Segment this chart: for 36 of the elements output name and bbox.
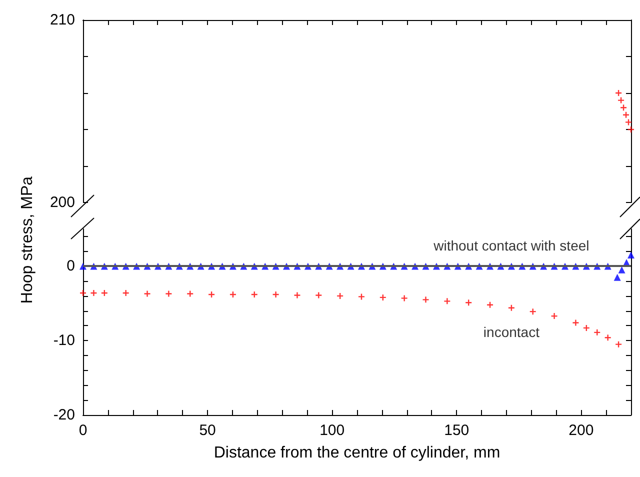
x-tick-label: 50 <box>199 422 216 439</box>
x-tick-label: 100 <box>320 422 345 439</box>
series-label: without contact with steel <box>432 238 590 254</box>
y-tick-label: 210 <box>50 12 75 28</box>
point <box>122 290 129 296</box>
y-tick-label: -20 <box>53 406 75 424</box>
series-label: incontact <box>483 324 540 340</box>
point <box>401 295 408 302</box>
x-axis-title: Distance from the centre of cylinder, mm <box>214 444 500 462</box>
point <box>187 290 194 297</box>
point <box>618 97 624 104</box>
point <box>144 290 150 297</box>
point <box>316 292 322 298</box>
point <box>444 298 450 304</box>
x-tick-label: 150 <box>444 422 470 439</box>
point <box>618 266 626 274</box>
point <box>604 334 611 341</box>
point <box>272 291 279 298</box>
point <box>614 274 621 281</box>
point <box>466 300 472 306</box>
point <box>572 320 579 326</box>
point <box>422 296 429 303</box>
y-tick-label: -10 <box>53 332 75 350</box>
y-tick-label: 0 <box>66 258 75 275</box>
point <box>626 119 632 126</box>
point <box>628 252 634 259</box>
y-tick-label: 200 <box>50 194 75 211</box>
point <box>616 341 622 348</box>
point <box>90 290 97 296</box>
point <box>551 313 558 320</box>
x-tick-label: 200 <box>568 422 594 439</box>
point <box>358 294 364 300</box>
y-axis-title: Hoop stress, MPa <box>19 176 37 304</box>
point <box>294 292 300 298</box>
x-tick-label: 0 <box>78 422 88 439</box>
point <box>166 290 172 297</box>
